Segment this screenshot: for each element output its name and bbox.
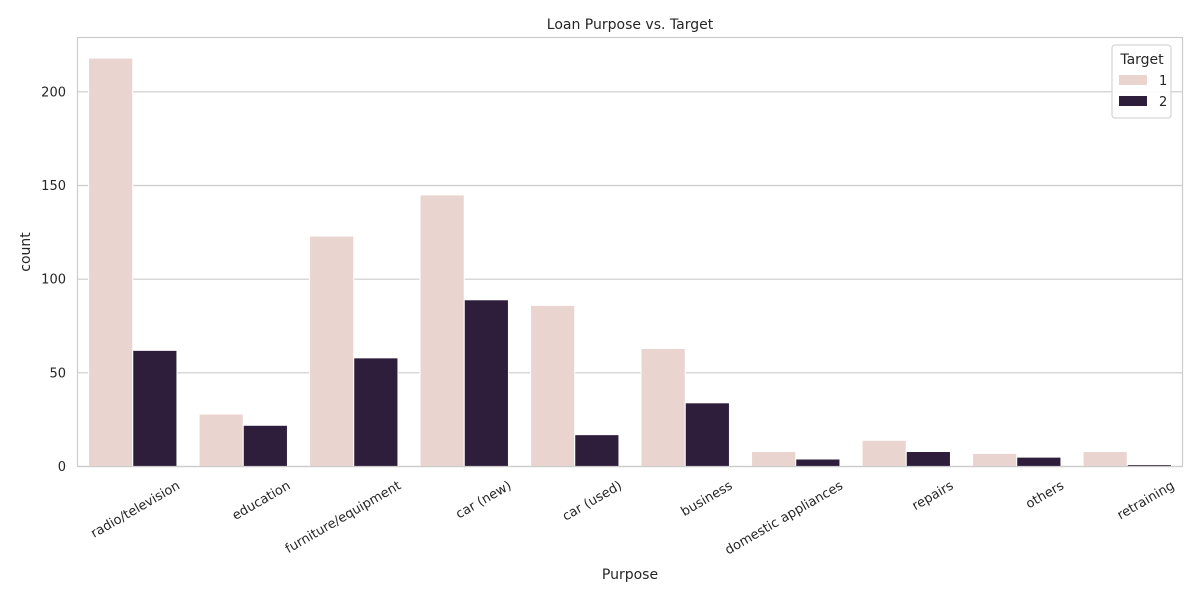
bar-target-2-business <box>684 402 730 467</box>
bar-target-1-retraining <box>1082 451 1128 467</box>
y-tick-label: 50 <box>49 366 66 381</box>
legend: Target 1 2 <box>1111 44 1172 119</box>
bar-target-2-radio-television <box>132 349 178 467</box>
bar-target-1-repairs <box>861 439 907 467</box>
x-axis-title: Purpose <box>602 567 658 583</box>
legend-label-1: 1 <box>1159 74 1167 89</box>
y-axis-title: count <box>18 232 34 272</box>
bar-target-2-others <box>1016 456 1062 467</box>
legend-title: Target <box>1119 52 1164 68</box>
bar-target-1-furniture-equipment <box>309 235 355 467</box>
bar-target-2-education <box>242 424 288 468</box>
y-tick-label: 100 <box>41 273 66 288</box>
x-tick-label: repairs <box>910 478 957 514</box>
x-tick-label: others <box>1023 478 1067 512</box>
bars <box>88 57 1172 468</box>
bar-target-2-furniture-equipment <box>353 357 399 467</box>
legend-swatch-2 <box>1119 96 1147 106</box>
bar-target-1-education <box>198 413 244 467</box>
x-tick-label: retraining <box>1115 478 1177 523</box>
y-tick-label: 200 <box>41 85 66 100</box>
gridlines <box>77 91 1183 468</box>
bar-target-1-car-new- <box>419 194 465 467</box>
y-tick-label: 150 <box>41 179 66 194</box>
x-tick-label: business <box>679 478 736 519</box>
x-tick-label: domestic appliances <box>723 478 846 558</box>
x-tick-label: car (used) <box>560 478 625 524</box>
x-tick-label: furniture/equipment <box>283 478 404 556</box>
x-tick-labels: radio/television educationfurniture/equip… <box>89 478 1178 558</box>
bar-target-2-car-new- <box>463 299 509 468</box>
x-tick-label: radio/television <box>89 478 183 541</box>
x-tick-label: education <box>230 478 293 523</box>
bar-target-1-others <box>972 452 1018 468</box>
bar-target-2-domestic-appliances <box>795 458 841 468</box>
chart-title: Loan Purpose vs. Target <box>547 17 714 33</box>
x-tick-label: car (new) <box>453 478 514 522</box>
bar-target-1-car-used- <box>530 304 576 468</box>
bar-target-1-domestic-appliances <box>751 451 797 467</box>
bar-target-2-repairs <box>905 451 951 467</box>
legend-swatch-1 <box>1119 75 1147 85</box>
plot-frame <box>76 36 1184 468</box>
y-tick-label: 0 <box>58 460 66 475</box>
bar-target-1-business <box>640 347 686 468</box>
legend-label-2: 2 <box>1159 95 1167 110</box>
bar-target-2-car-used- <box>574 434 620 467</box>
bar-target-1-radio-television <box>88 57 134 467</box>
y-tick-labels: 0 50 100 150 200 <box>41 85 66 475</box>
